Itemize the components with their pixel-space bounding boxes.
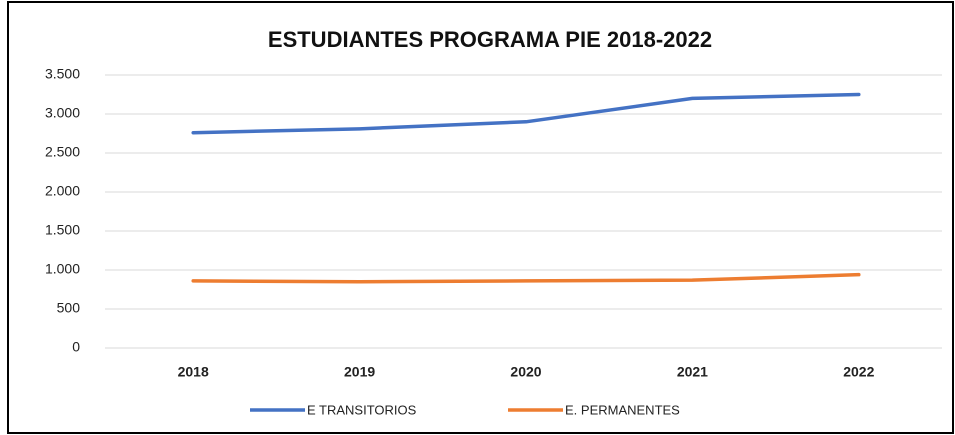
y-tick-label: 3.000 — [45, 105, 80, 121]
data-line — [191, 92, 861, 135]
y-tick-label: 2.500 — [45, 144, 80, 160]
y-tick-label: 3.500 — [45, 66, 80, 82]
y-tick-label: 0 — [72, 339, 80, 355]
y-tick-label: 2.000 — [45, 183, 80, 199]
x-tick-label: 2019 — [344, 364, 375, 380]
x-tick-label: 2021 — [677, 364, 708, 380]
legend-label: E. PERMANENTES — [565, 402, 680, 417]
chart-title: ESTUDIANTES PROGRAMA PIE 2018-2022 — [268, 27, 712, 52]
x-tick-label: 2020 — [510, 364, 541, 380]
y-tick-label: 1.500 — [45, 222, 80, 238]
y-tick-label: 1.000 — [45, 261, 80, 277]
legend-label: E TRANSITORIOS — [307, 402, 417, 417]
x-tick-label: 2022 — [843, 364, 874, 380]
y-tick-label: 500 — [57, 300, 81, 316]
chart-border — [7, 1, 954, 434]
x-tick-label: 2018 — [178, 364, 209, 380]
data-line — [191, 272, 861, 284]
